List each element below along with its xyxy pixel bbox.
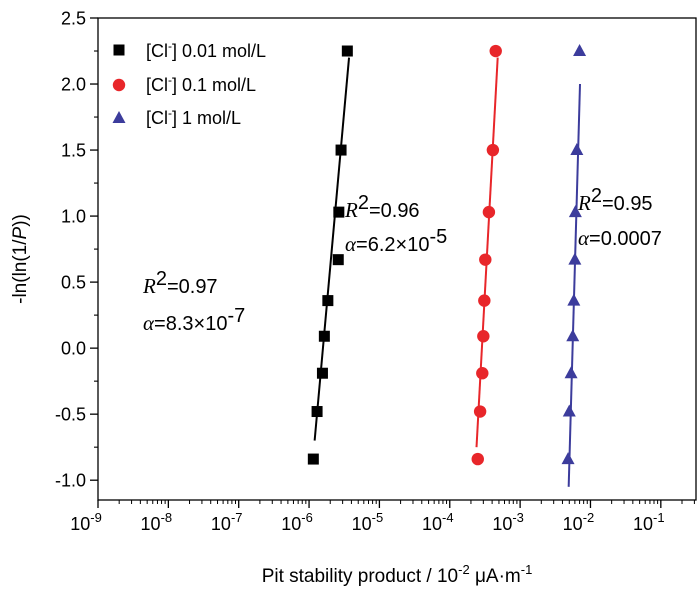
legend: [Cl-] 0.01 mol/L [Cl-] 0.1 mol/L [Cl-] 1… (112, 39, 266, 128)
data-point-square (332, 254, 344, 266)
data-point-circle (471, 452, 484, 466)
x-tick-label: 10-3 (492, 510, 524, 534)
x-tick-label: 10-1 (633, 510, 665, 534)
data-point-square (335, 144, 347, 156)
y-tick-label: 2.0 (61, 75, 86, 95)
r2-annotation-0: R2=0.97 (142, 268, 218, 298)
x-tick-label: 10-5 (352, 510, 384, 534)
data-point-triangle (564, 366, 578, 379)
data-point-circle (478, 294, 491, 307)
data-point-circle (479, 253, 492, 266)
data-point-triangle (573, 44, 587, 57)
x-tick-label: 10-8 (141, 510, 173, 534)
legend-item-1: [Cl-] 0.1 mol/L (112, 73, 256, 95)
data-point-triangle (562, 404, 576, 417)
data-point-circle (482, 205, 496, 219)
data-point-circle (489, 44, 502, 58)
data-point-triangle (567, 293, 581, 306)
x-tick-label: 10-6 (281, 510, 313, 534)
data-point-triangle (566, 329, 580, 342)
fit-line-1 (475, 57, 499, 448)
y-tick-label: 0.0 (61, 339, 86, 359)
y-axis-title: -ln(ln(1/P)) (10, 214, 31, 304)
data-point-square (322, 295, 334, 307)
legend-marker-circle (112, 78, 126, 92)
y-tick-label: 0.5 (61, 273, 86, 293)
data-point-triangle (568, 205, 582, 218)
legend-label-2: [Cl-] 1 mol/L (146, 106, 241, 128)
y-tick-label: -0.5 (55, 405, 86, 425)
x-tick-label: 10-7 (211, 510, 243, 534)
x-tick-label: 10-9 (70, 510, 102, 534)
alpha-annotation-1: α=6.2×10-5 (345, 226, 447, 256)
r2-annotation-2: R2=0.95 (577, 185, 653, 215)
legend-item-0: [Cl-] 0.01 mol/L (113, 39, 266, 61)
data-point-circle (477, 330, 490, 343)
data-point-square (333, 206, 345, 218)
y-tick-label: 1.0 (61, 207, 86, 227)
alpha-annotation-2: α=0.0007 (578, 226, 662, 250)
legend-marker-square (113, 44, 125, 56)
x-tick-label: 10-4 (422, 510, 454, 534)
data-point-circle (486, 143, 500, 157)
annotation-series-1: R2=0.96 α=6.2×10-5 (344, 192, 447, 256)
data-point-triangle (568, 252, 582, 265)
data-point-circle (476, 367, 489, 380)
data-points (307, 44, 587, 466)
data-point-square (316, 367, 328, 379)
y-axis: -1.0 -0.5 0.0 0.5 1.0 1.5 2.0 2.5 (55, 9, 98, 491)
x-tick-label: 10-2 (563, 510, 595, 534)
legend-label-0: [Cl-] 0.01 mol/L (146, 39, 266, 61)
annotation-series-0: R2=0.97 α=8.3×10-7 (142, 268, 245, 335)
fit-line-0 (313, 57, 351, 441)
x-axis-title: Pit stability product / 10-2 μA·m-1 (262, 562, 533, 587)
fit-lines (313, 57, 582, 487)
legend-marker-triangle (112, 111, 126, 123)
data-point-triangle (561, 452, 575, 465)
data-point-square (341, 45, 353, 57)
y-tick-label: 1.5 (61, 141, 86, 161)
legend-label-1: [Cl-] 0.1 mol/L (146, 73, 256, 95)
plot-frame (97, 17, 697, 501)
data-point-square (307, 453, 319, 465)
r2-annotation-1: R2=0.96 (344, 192, 420, 222)
legend-item-2: [Cl-] 1 mol/L (112, 106, 241, 128)
data-point-square (311, 406, 323, 418)
data-point-triangle (570, 143, 584, 156)
alpha-annotation-0: α=8.3×10-7 (143, 305, 245, 335)
fit-line-2 (567, 83, 582, 487)
annotation-series-2: R2=0.95 α=0.0007 (577, 185, 662, 250)
x-axis: 10-9 10-8 10-7 10-6 10-5 10-4 10-3 10-2 10-1 (70, 500, 695, 534)
data-point-circle (473, 405, 487, 418)
y-tick-label: -1.0 (55, 471, 86, 491)
y-tick-label: 2.5 (61, 9, 86, 29)
data-point-square (318, 330, 330, 342)
